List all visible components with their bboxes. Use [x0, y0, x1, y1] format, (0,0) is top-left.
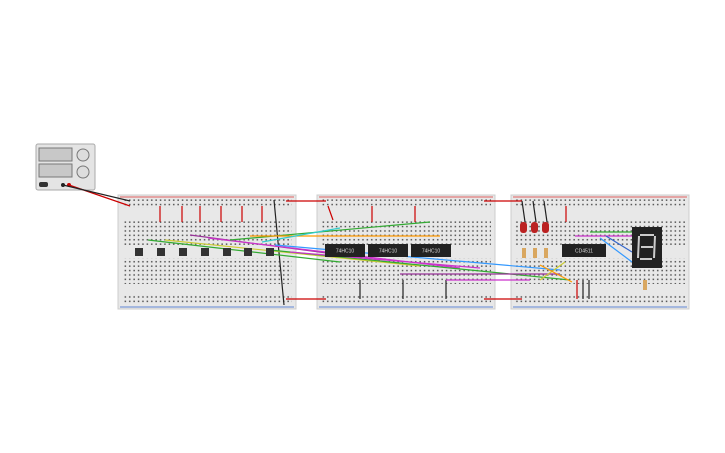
breadboards [117, 194, 690, 310]
signal-wires [147, 221, 633, 283]
chip[interactable] [325, 244, 365, 257]
push-button[interactable] [223, 248, 231, 256]
resistor[interactable] [544, 248, 548, 258]
chip-label: 74HC10 [336, 248, 355, 254]
push-button[interactable] [244, 248, 252, 256]
power-supply[interactable] [35, 143, 96, 191]
chips: 74HC10 74HC10 74HC10 CD4511 [325, 244, 606, 257]
chip-label: 74HC10 [422, 248, 441, 254]
resistor[interactable] [643, 280, 647, 290]
push-button[interactable] [201, 248, 209, 256]
chip-label: CD4511 [575, 248, 593, 254]
chip[interactable] [368, 244, 408, 257]
resistor[interactable] [533, 248, 537, 258]
power-wires [62, 184, 590, 306]
push-button[interactable] [266, 248, 274, 256]
led[interactable] [520, 222, 527, 233]
push-button[interactable] [157, 248, 165, 256]
push-buttons [135, 248, 274, 256]
chip[interactable] [562, 244, 606, 257]
resistor[interactable] [522, 248, 526, 258]
push-button[interactable] [179, 248, 187, 256]
rails [120, 196, 687, 308]
seven-segment-display[interactable] [632, 227, 662, 268]
leds [520, 222, 549, 233]
chip[interactable] [411, 244, 451, 257]
breadboard[interactable] [510, 194, 690, 310]
resistors [522, 248, 647, 290]
chip-label: 74HC10 [379, 248, 398, 254]
led[interactable] [531, 222, 538, 233]
led[interactable] [542, 222, 549, 233]
push-button[interactable] [135, 248, 143, 256]
